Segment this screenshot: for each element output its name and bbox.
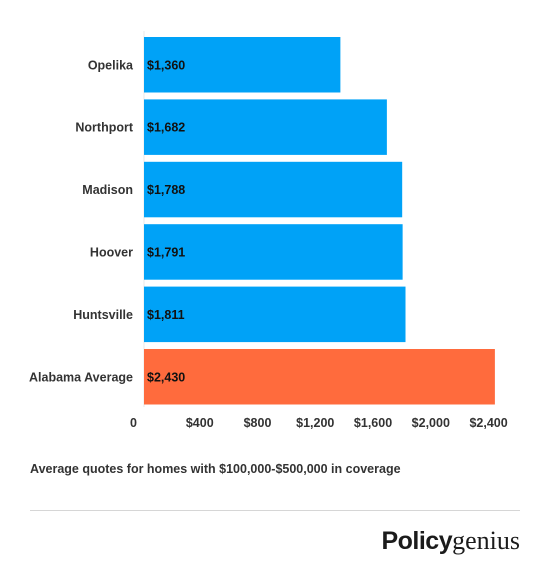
- data-label: $1,682: [147, 121, 185, 135]
- data-label: $1,791: [147, 245, 185, 259]
- category-label: Huntsville: [73, 308, 133, 322]
- category-label: Northport: [75, 121, 133, 135]
- bar: [144, 224, 403, 280]
- bar: [144, 37, 341, 93]
- data-label: $1,811: [147, 308, 185, 322]
- x-tick-label: $2,400: [469, 416, 507, 430]
- category-label: Madison: [82, 183, 133, 197]
- x-tick-label: $1,200: [296, 416, 334, 430]
- divider: [30, 510, 520, 511]
- logo-bold-text: Policy: [381, 527, 453, 555]
- policygenius-logo: Policygenius: [381, 528, 520, 554]
- bar: [144, 99, 387, 155]
- x-tick-label: $400: [186, 416, 214, 430]
- x-tick-label: $2,000: [412, 416, 450, 430]
- category-label: Alabama Average: [29, 370, 133, 384]
- x-tick-label: $800: [244, 416, 272, 430]
- logo-light-text: genius: [452, 526, 520, 555]
- bar: [144, 286, 406, 343]
- bar-chart: Opelika $1,360 Northport $1,682 Madison $1,78…: [29, 31, 508, 430]
- bar: [144, 349, 495, 405]
- x-tick-label: 0: [130, 416, 137, 430]
- x-tick-label: $1,600: [354, 416, 392, 430]
- category-label: Hoover: [90, 245, 133, 259]
- chart-caption: Average quotes for homes with $100,000-$…: [30, 462, 401, 476]
- data-label: $2,430: [147, 370, 185, 384]
- bar: [144, 161, 403, 218]
- data-label: $1,788: [147, 183, 185, 197]
- data-label: $1,360: [147, 58, 185, 72]
- category-label: Opelika: [88, 58, 134, 72]
